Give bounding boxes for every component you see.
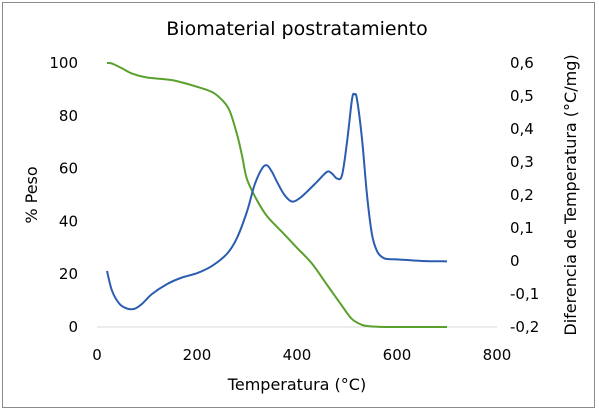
temperature-difference-line: [106, 92, 448, 311]
x-axis-label: Temperatura (°C): [227, 375, 366, 394]
y2-axis-label: Diferencia de Temperatura (°C/mg): [561, 54, 580, 335]
chart-title: Biomaterial postratamiento: [166, 18, 427, 40]
y2-tick-label: -0,2: [510, 318, 539, 336]
series-layer: [106, 61, 448, 329]
y-axis-label: % Peso: [22, 166, 41, 223]
x-tick-label: 0: [92, 346, 102, 364]
y2-tick-label: 0,5: [510, 87, 534, 105]
y2-tick-label: 0,1: [510, 219, 534, 237]
y2-tick-label: 0: [510, 252, 520, 270]
weight-percent-line: [106, 61, 447, 329]
y-tick-label: 0: [68, 318, 78, 336]
y2-tick-label: 0,6: [510, 54, 534, 72]
y2-tick-label: 0,3: [510, 153, 534, 171]
chart-frame: [2, 2, 595, 408]
y2-tick-label: -0,1: [510, 285, 539, 303]
y-tick-label: 60: [59, 160, 78, 178]
x-tick-label: 600: [383, 346, 412, 364]
x-tick-label: 400: [283, 346, 312, 364]
y2-tick-label: 0,4: [510, 120, 534, 138]
y-tick-labels: 0 20 40 60 80 100: [49, 54, 78, 336]
y2-tick-labels: -0,2 -0,1 0 0,1 0,2 0,3 0,4 0,5 0,6: [510, 54, 539, 336]
x-tick-labels: 0 200 400 600 800: [92, 346, 511, 364]
x-tick-label: 800: [483, 346, 512, 364]
x-tick-label: 200: [183, 346, 212, 364]
y-tick-label: 20: [59, 265, 78, 283]
y-tick-label: 40: [59, 212, 78, 230]
y2-tick-label: 0,2: [510, 186, 534, 204]
y-tick-label: 100: [49, 54, 78, 72]
y-tick-label: 80: [59, 107, 78, 125]
